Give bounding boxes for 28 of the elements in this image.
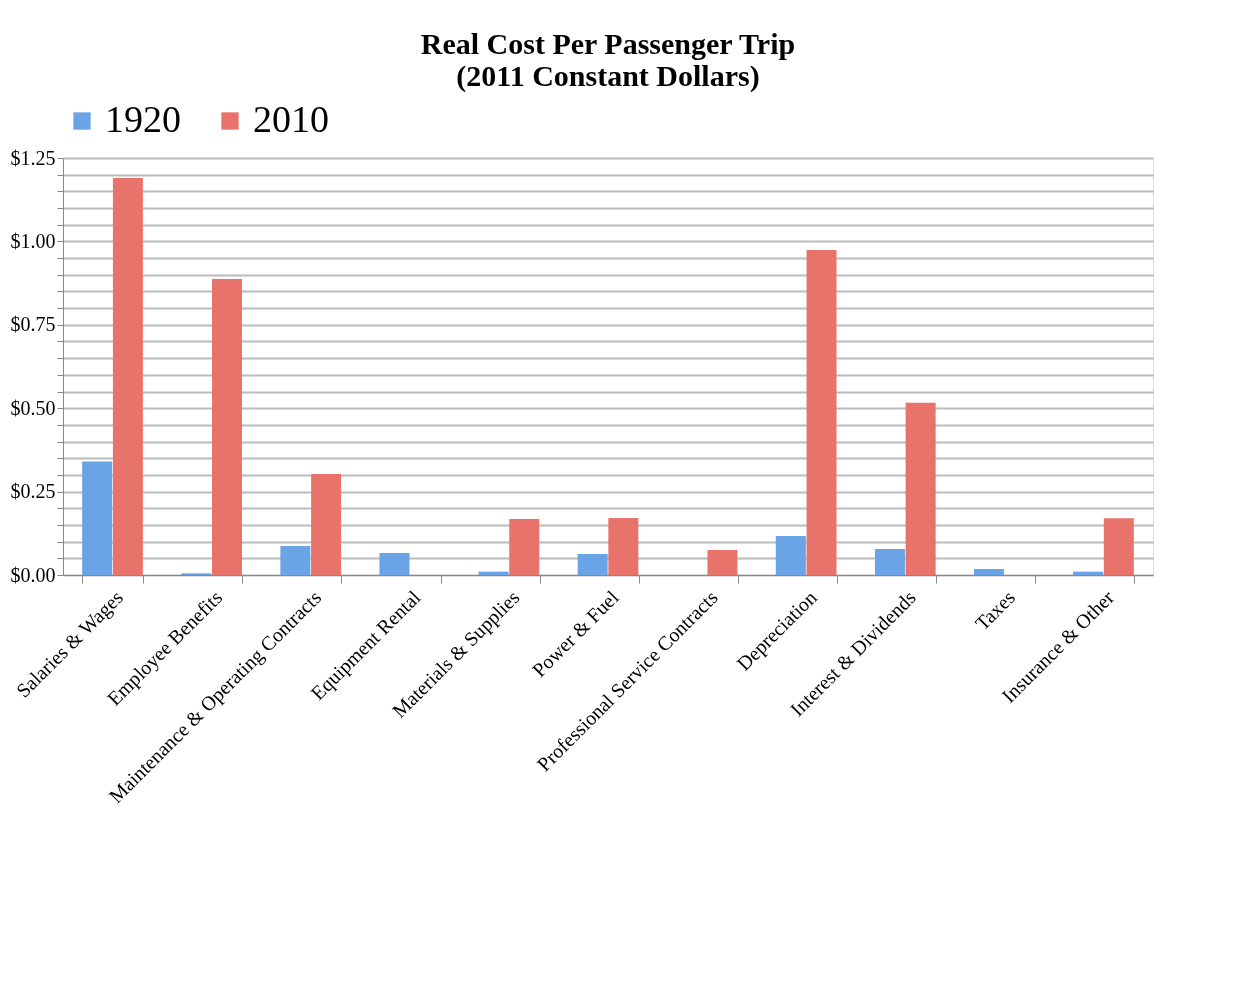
- bar: [212, 279, 242, 575]
- bar: [806, 250, 837, 575]
- bar: [707, 549, 738, 575]
- text: Real Cost Per Passenger Trip: [420, 27, 796, 60]
- bar: [905, 402, 936, 575]
- bar: [1103, 518, 1134, 575]
- bar: [974, 569, 1004, 575]
- bar: [1073, 571, 1104, 575]
- bar: [280, 545, 311, 575]
- bar: [509, 518, 540, 575]
- y-tick-label: $0.75: [10, 313, 56, 336]
- text: (2011 Constant Dollars): [456, 59, 760, 92]
- y-tick-label: $0.00: [10, 563, 56, 586]
- bar: [82, 461, 113, 575]
- bar: [379, 552, 410, 575]
- bar: [112, 178, 143, 575]
- bar: [874, 548, 905, 575]
- y-tick-label: $0.25: [10, 480, 56, 503]
- y-tick-label: $1.00: [10, 229, 56, 252]
- bar: [577, 553, 608, 575]
- bar: [775, 535, 806, 575]
- bar: [608, 517, 639, 575]
- bar: [311, 473, 342, 575]
- y-tick-label: $1.25: [10, 146, 56, 169]
- y-tick-label: $0.50: [10, 396, 56, 419]
- legend-label: 1920: [105, 98, 181, 140]
- bar: [478, 571, 509, 575]
- legend-label: 2010: [253, 98, 329, 140]
